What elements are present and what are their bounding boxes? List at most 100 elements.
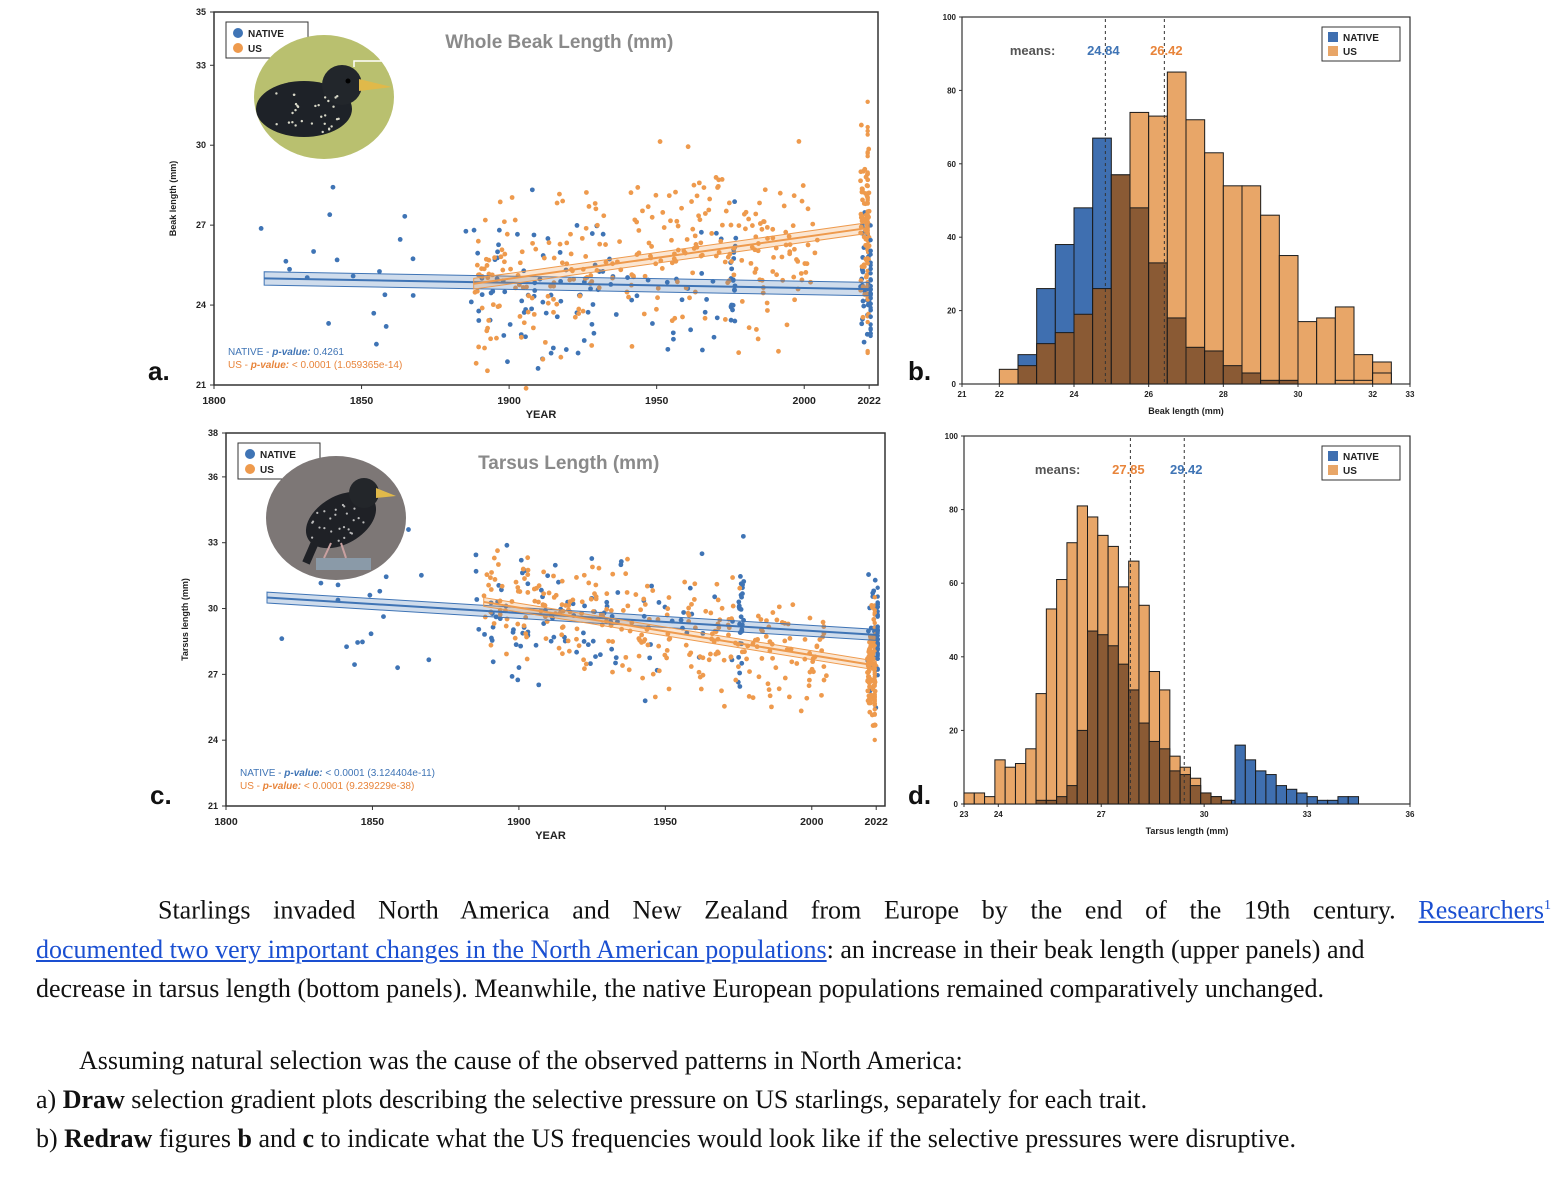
plumage-spot (352, 519, 355, 522)
native-point (548, 638, 554, 644)
x-tick-label: 24 (994, 810, 1003, 819)
native-point (613, 660, 618, 666)
us-point (641, 311, 647, 317)
y-tick-label: 35 (196, 7, 206, 17)
us-point (635, 185, 641, 190)
us-point (513, 579, 519, 585)
us-bar (1372, 372, 1392, 385)
us-point (691, 597, 697, 602)
us-point (564, 240, 570, 246)
native-point (540, 299, 546, 305)
native-point (334, 257, 340, 263)
us-point (686, 605, 692, 611)
us-point (722, 703, 727, 709)
us-point (867, 639, 872, 645)
us-point (746, 325, 752, 331)
us-point (865, 209, 870, 214)
plumage-spot (334, 513, 337, 516)
us-point (610, 669, 615, 675)
us-bar (1035, 693, 1047, 805)
us-point (554, 301, 560, 307)
documented-link[interactable]: documented two very important changes in… (36, 934, 827, 964)
researchers-link[interactable]: Researchers (1418, 895, 1544, 925)
us-point (661, 225, 667, 230)
us-point (776, 348, 781, 354)
overlap-bar (1087, 630, 1099, 805)
overlap-bar (1189, 785, 1202, 805)
us-point (741, 211, 747, 217)
us-point (865, 183, 870, 188)
us-point (765, 308, 770, 313)
us-point (628, 190, 634, 196)
us-point (728, 222, 734, 228)
us-point (799, 198, 805, 204)
us-point (603, 242, 608, 247)
native-point (861, 303, 867, 309)
us-point (700, 655, 706, 661)
scatter-panel-a: Whole Beak Length (mm) 21 24 27 30 33 35 1800 18… (168, 7, 881, 421)
native-point (714, 315, 720, 321)
us-point (803, 270, 809, 275)
us-point (492, 255, 498, 261)
plumage-spot (316, 511, 319, 514)
native-point (859, 321, 865, 327)
us-point (696, 213, 702, 219)
native-point (543, 310, 549, 316)
us-point (792, 297, 798, 303)
us-point (567, 277, 573, 283)
us-point (860, 197, 865, 203)
native-point (558, 278, 564, 284)
native-point (600, 231, 606, 237)
plumage-spot (353, 507, 356, 510)
us-point (596, 565, 602, 571)
us-point (798, 708, 804, 714)
us-point (694, 193, 700, 199)
us-point (865, 348, 870, 354)
plumage-spot (343, 536, 346, 539)
us-point (551, 255, 557, 261)
us-point (749, 223, 755, 228)
us-point (576, 306, 582, 312)
us-bar (994, 759, 1006, 805)
overlap-bar (1036, 343, 1056, 385)
native-point (406, 527, 411, 532)
x-tick-label: 30 (1294, 390, 1303, 399)
native-point (664, 279, 670, 285)
us-point (603, 259, 609, 265)
us-point (482, 614, 488, 620)
us-point (791, 274, 797, 280)
us-point (796, 139, 802, 144)
native-point (383, 324, 389, 329)
us-point (620, 608, 626, 613)
plumage-spot (314, 104, 317, 108)
us-point (536, 599, 541, 605)
overlap-bar (1107, 645, 1119, 805)
native-point (377, 269, 382, 274)
us-point (726, 200, 732, 206)
us-point (669, 237, 674, 243)
native-point (679, 297, 685, 303)
native-point (585, 309, 591, 315)
native-point (650, 321, 655, 326)
us-point (653, 306, 659, 312)
native-point (556, 579, 561, 585)
native-point (511, 627, 516, 633)
native-point (642, 698, 648, 704)
us-point (696, 180, 702, 186)
us-point (759, 226, 765, 232)
native-point (535, 366, 541, 371)
y-tick-label: 30 (208, 604, 218, 614)
us-point (696, 669, 702, 675)
native-point (507, 322, 513, 327)
native-point (509, 673, 515, 679)
native-pvalue-word: p-value: (271, 347, 313, 358)
us-point (649, 214, 655, 220)
native-point (665, 346, 671, 352)
native-point (574, 649, 580, 655)
us-point (774, 617, 780, 623)
us-point (650, 671, 656, 677)
us-point (515, 585, 521, 590)
bird-legs (323, 542, 347, 559)
us-point (596, 285, 602, 291)
us-point (773, 665, 779, 671)
